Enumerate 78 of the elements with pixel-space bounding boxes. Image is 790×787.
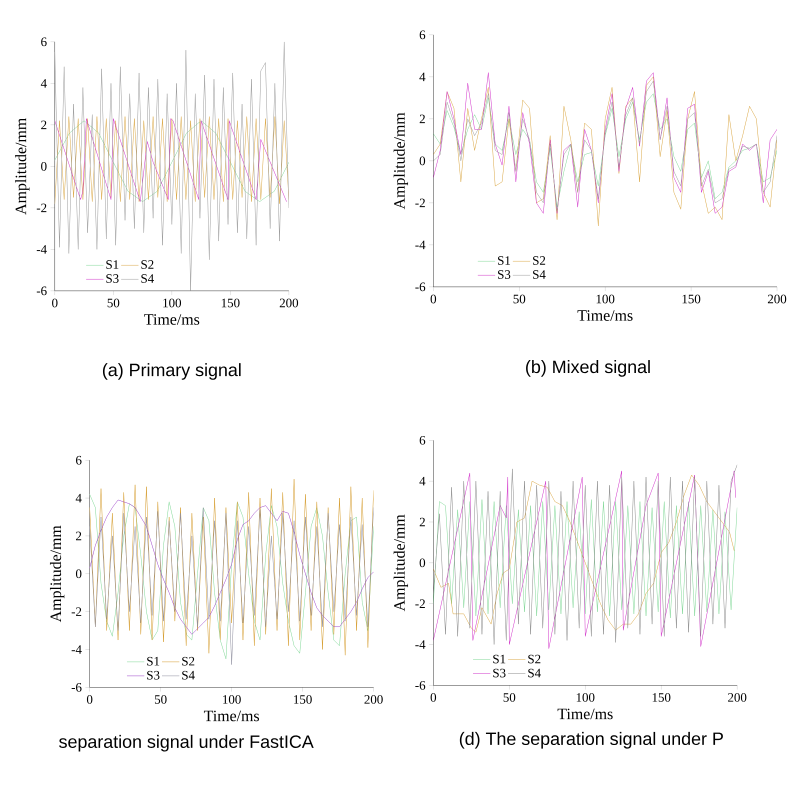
y-axis-title: Amplitude/mm	[394, 112, 408, 210]
y-tick-label: 0	[420, 156, 426, 166]
y-tick-label: -2	[36, 204, 46, 212]
y-tick-label: 0	[41, 162, 47, 171]
x-axis-title: Time/ms	[578, 310, 633, 321]
y-tick-label: 4	[419, 476, 426, 486]
y-tick-label: 4	[76, 494, 82, 502]
legend-label: S4	[182, 670, 195, 680]
x-tick-label: 200	[364, 695, 383, 704]
y-axis-title: Amplitude/mm	[394, 514, 408, 612]
y-axis-title: Amplitude/mm	[15, 118, 30, 215]
x-tick-label: 50	[154, 695, 167, 704]
y-tick-label: 6	[420, 436, 426, 445]
y-tick-label: -6	[415, 282, 426, 292]
y-tick-label: 0	[420, 558, 426, 568]
y-tick-label: 0	[76, 569, 82, 578]
y-tick-label: 2	[420, 518, 425, 526]
y-tick-label: -2	[72, 607, 82, 616]
legend-label: S1	[493, 654, 506, 664]
text: (b) Mixed signal	[526, 360, 650, 377]
y-tick-label: 4	[40, 79, 47, 88]
x-tick-label: 100	[576, 693, 594, 702]
x-axis-title: Time/ms	[144, 314, 200, 325]
x-tick-label: 150	[682, 294, 700, 304]
text: separation signal under FastICA	[59, 734, 314, 752]
legend-label: S2	[182, 656, 194, 666]
x-tick-label: 50	[504, 693, 516, 702]
y-tick-label: 2	[41, 120, 46, 130]
y-tick-label: 6	[76, 456, 82, 465]
y-tick-label: -4	[415, 240, 426, 250]
x-tick-label: 200	[280, 298, 298, 308]
legend-label: S3	[106, 274, 119, 283]
x-tick-label: 0	[52, 298, 58, 308]
y-tick-label: -2	[415, 198, 425, 208]
y-tick-label: 2	[420, 114, 425, 124]
y-tick-label: -4	[36, 245, 47, 254]
legend-label: S2	[141, 260, 154, 269]
y-tick-label: -4	[415, 640, 426, 649]
y-tick-label: 2	[76, 532, 82, 540]
x-tick-label: 150	[652, 693, 670, 702]
legend-label: S2	[533, 256, 546, 265]
x-tick-label: 0	[430, 294, 436, 304]
legend-label: S4	[528, 668, 541, 678]
x-tick-label: 0	[86, 695, 92, 704]
y-tick-label: -2	[415, 599, 425, 608]
x-tick-label: 150	[222, 298, 240, 308]
line-series	[433, 499, 738, 618]
legend-label: S4	[533, 270, 546, 279]
x-tick-label: 50	[108, 298, 120, 308]
x-tick-label: 150	[294, 695, 312, 704]
legend-label: S3	[147, 670, 160, 680]
legend-label: S3	[493, 668, 506, 678]
y-tick-label: -6	[415, 681, 426, 690]
text: (a) Primary signal	[102, 363, 241, 380]
legend-label: S1	[106, 260, 118, 269]
legend-label: S3	[498, 270, 510, 279]
y-tick-label: 6	[41, 38, 47, 46]
y-tick-label: -4	[72, 645, 82, 654]
text: (d) The separation signal under P	[460, 732, 723, 749]
x-axis-title: Time/ms	[558, 708, 613, 720]
x-tick-label: 200	[768, 294, 786, 304]
x-tick-label: 50	[514, 294, 526, 304]
x-tick-label: 200	[728, 693, 746, 702]
x-tick-label: 100	[596, 294, 614, 304]
y-tick-label: -6	[36, 286, 47, 296]
y-tick-label: 6	[420, 30, 426, 40]
legend-label: S2	[528, 654, 540, 664]
y-tick-label: 4	[419, 72, 426, 82]
x-tick-label: 0	[430, 693, 436, 702]
legend-label: S1	[498, 256, 510, 265]
x-axis-title: Time/ms	[204, 710, 260, 722]
x-tick-label: 100	[163, 298, 182, 308]
line-series	[54, 42, 289, 291]
legend-label: S1	[147, 656, 160, 666]
y-axis-title: Amplitude/mm	[50, 526, 64, 622]
y-tick-label: -6	[72, 683, 82, 692]
x-tick-label: 100	[223, 695, 241, 704]
legend-label: S4	[141, 274, 154, 283]
